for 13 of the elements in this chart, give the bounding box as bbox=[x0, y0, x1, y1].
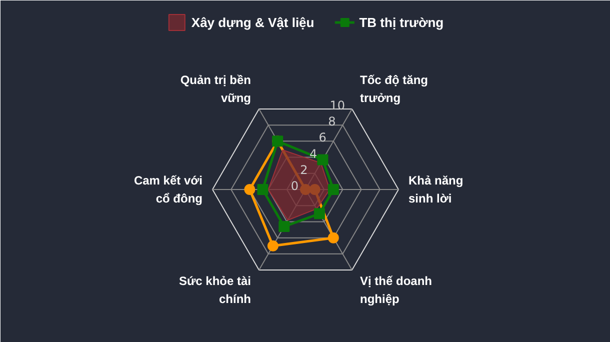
y-tick-label: 8 bbox=[328, 114, 336, 129]
spoke-label: Sức khỏe tài chính bbox=[178, 274, 251, 306]
spoke-label: Cam kết với cổ đông bbox=[134, 173, 203, 206]
spoke-label: Tốc độ tăng trưởng bbox=[360, 72, 428, 105]
spoke-label: Quản trị bền vững bbox=[180, 72, 252, 105]
y-tick-label: 6 bbox=[318, 130, 326, 145]
y-tick-label: 2 bbox=[300, 162, 308, 177]
legend-label: TB thị trường bbox=[359, 14, 444, 30]
y-tick-label: 0 bbox=[290, 179, 299, 193]
legend-label: Xây dựng & Vật liệu bbox=[191, 14, 314, 30]
spoke-label: Khả năng sinh lời bbox=[408, 173, 464, 206]
spoke-label: Vị thế doanh nghiệp bbox=[360, 274, 432, 306]
y-tick-label: 4 bbox=[309, 146, 318, 161]
